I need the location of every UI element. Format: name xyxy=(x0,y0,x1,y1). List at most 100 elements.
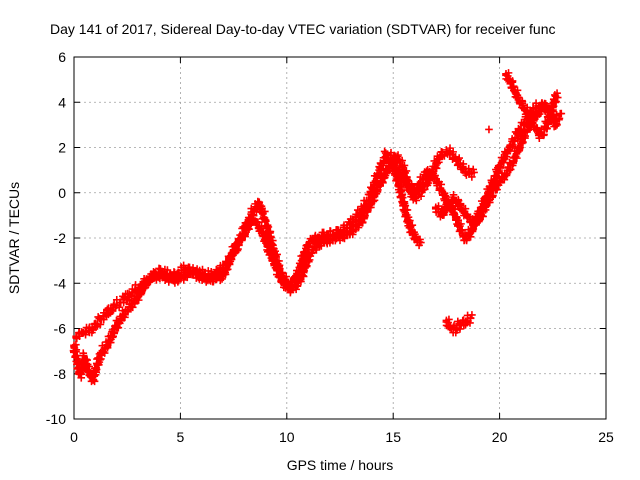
data-point xyxy=(496,163,505,171)
data-point xyxy=(504,69,513,77)
data-point xyxy=(557,109,566,118)
data-point xyxy=(449,190,458,199)
x-axis-label: GPS time / hours xyxy=(287,457,394,473)
data-point xyxy=(407,180,416,188)
data-point xyxy=(416,235,424,244)
data-point xyxy=(324,231,333,240)
data-point xyxy=(261,207,269,216)
data-point xyxy=(124,307,132,316)
y-tick-label: -2 xyxy=(54,230,67,246)
data-point xyxy=(257,202,266,210)
data-point xyxy=(470,168,478,177)
data-point xyxy=(453,326,461,334)
x-tick-label: 0 xyxy=(70,429,78,445)
data-point xyxy=(404,219,413,227)
data-point xyxy=(454,195,462,204)
y-tick-label: -4 xyxy=(54,275,67,291)
data-point xyxy=(417,238,425,247)
y-tick-label: 6 xyxy=(58,49,66,65)
data-point xyxy=(553,89,561,97)
data-point xyxy=(396,158,405,166)
data-point xyxy=(449,148,457,156)
data-point xyxy=(455,154,463,162)
data-point xyxy=(532,124,541,132)
x-tick-label: 25 xyxy=(598,429,614,445)
y-tick-label: -8 xyxy=(54,366,67,382)
data-point xyxy=(513,91,522,100)
data-point xyxy=(293,282,302,290)
data-point xyxy=(340,234,349,243)
data-point xyxy=(308,249,317,257)
data-point xyxy=(457,220,465,228)
y-tick-label: 2 xyxy=(58,140,66,156)
data-point xyxy=(410,228,418,236)
data-point xyxy=(522,106,531,115)
data-point xyxy=(445,315,453,324)
data-point xyxy=(468,173,476,181)
data-point xyxy=(508,77,517,85)
data-point xyxy=(430,172,439,180)
data-point xyxy=(468,311,476,319)
y-tick-label: -6 xyxy=(54,321,67,337)
data-point xyxy=(82,355,91,364)
data-point xyxy=(96,355,104,364)
y-tick-label: -10 xyxy=(46,411,66,427)
data-point xyxy=(529,119,537,127)
data-point xyxy=(273,250,281,259)
plot-frame xyxy=(73,56,607,420)
data-marks xyxy=(69,69,566,386)
data-point xyxy=(233,246,242,255)
data-point xyxy=(218,275,226,283)
data-point xyxy=(453,214,461,222)
data-point xyxy=(146,277,155,286)
y-tick-label: 0 xyxy=(58,185,66,201)
data-point xyxy=(402,175,411,183)
data-point xyxy=(358,219,367,227)
data-point xyxy=(502,171,511,180)
data-point xyxy=(553,121,561,129)
data-point xyxy=(79,349,88,357)
data-point xyxy=(398,191,406,200)
data-point xyxy=(435,155,444,164)
data-point xyxy=(219,264,228,273)
data-point xyxy=(317,242,326,250)
data-point xyxy=(411,232,420,241)
data-point xyxy=(252,217,261,226)
data-point xyxy=(137,283,146,292)
data-point xyxy=(402,167,411,175)
data-point xyxy=(275,262,283,271)
x-tick-label: 15 xyxy=(385,429,401,445)
data-point xyxy=(463,210,472,219)
x-tick-label: 10 xyxy=(279,429,295,445)
data-point xyxy=(260,215,269,224)
data-point xyxy=(394,151,402,159)
data-point xyxy=(459,162,467,171)
data-point xyxy=(400,161,409,170)
data-point xyxy=(469,165,478,174)
y-tick-label: 4 xyxy=(58,94,66,110)
axis-ticks: -10 -8 -6 -4 -2 0 2 4 6 0 5 10 15 20 25 xyxy=(46,49,614,445)
data-point xyxy=(183,273,192,282)
y-axis-label: SDTVAR / TECUs xyxy=(6,182,22,294)
data-point xyxy=(400,199,409,208)
chart-title: Day 141 of 2017, Sidereal Day-to-day VTE… xyxy=(50,21,556,37)
data-point xyxy=(299,268,308,277)
data-point xyxy=(72,346,81,354)
data-point xyxy=(277,268,286,277)
data-point xyxy=(485,125,493,134)
data-point xyxy=(266,232,275,241)
x-tick-label: 20 xyxy=(492,429,508,445)
data-point xyxy=(503,149,512,158)
data-point xyxy=(127,292,136,301)
data-point xyxy=(262,222,271,230)
data-point xyxy=(509,83,517,92)
data-point xyxy=(458,226,466,234)
data-point xyxy=(449,208,458,217)
data-point xyxy=(515,144,524,153)
data-point xyxy=(243,220,252,229)
data-point xyxy=(108,307,117,315)
x-tick-label: 5 xyxy=(177,429,185,445)
data-point xyxy=(535,134,544,142)
data-point xyxy=(461,204,470,213)
